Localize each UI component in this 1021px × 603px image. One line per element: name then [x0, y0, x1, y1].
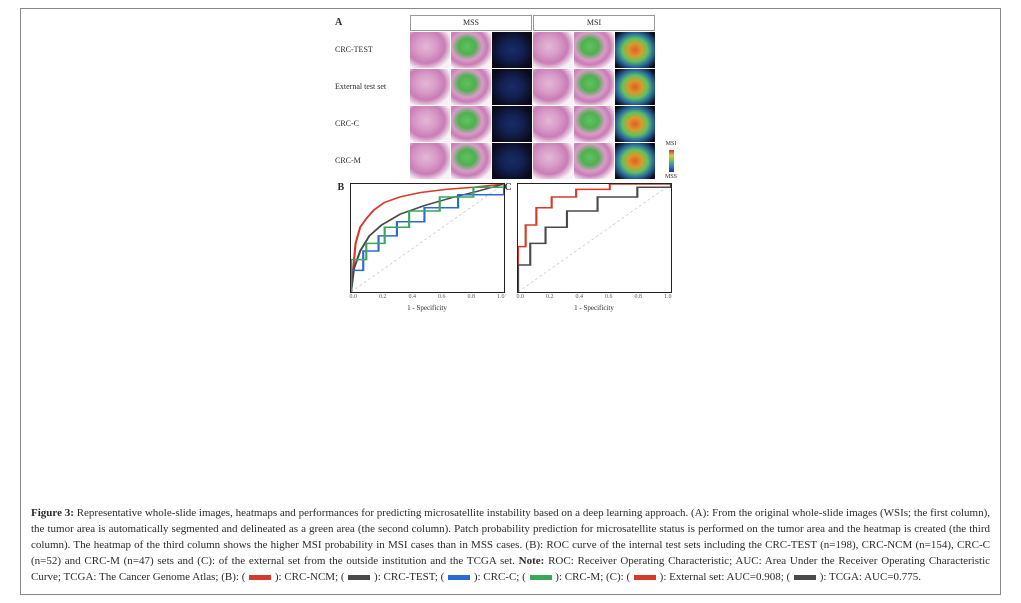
legend-swatch [448, 575, 470, 580]
legend-swatch [794, 575, 816, 580]
legend-swatch [634, 575, 656, 580]
wsi-thumb [492, 32, 532, 68]
figure-label: Figure 3: [31, 507, 74, 519]
roc-c-xlabel: 1 - Specificity [517, 303, 672, 313]
wsi-thumb [533, 32, 573, 68]
heatmap-legend-cell: MSI MSS [656, 140, 686, 181]
legend-text: ): CRC-NCM; ( [272, 571, 347, 583]
tick: 1.0 [664, 293, 672, 302]
legend-text: ): External set: AUC=0.908; ( [657, 571, 793, 583]
roc-b [350, 183, 505, 293]
header-mss: MSS [410, 15, 532, 31]
tick: 0.6 [438, 293, 446, 302]
wsi-thumb [533, 143, 573, 179]
legend-text: ): TCGA: AUC=0.775. [817, 571, 921, 583]
wsi-thumb [533, 106, 573, 142]
wsi-thumb [574, 143, 614, 179]
header-msi: MSI [533, 15, 655, 31]
legend-swatch [348, 575, 370, 580]
wsi-thumb [410, 106, 450, 142]
legend-text: ): CRC-C; ( [471, 571, 528, 583]
roc-b-diagonal [351, 184, 504, 292]
tick: 0.0 [517, 293, 525, 302]
panel-b: B 0.00.20.40.60.81.0 1 - Specificity [350, 183, 505, 313]
tick: 1.0 [497, 293, 505, 302]
wsi-thumb [410, 143, 450, 179]
panel-c-label: C [505, 181, 512, 196]
row-label: CRC-C [335, 118, 409, 130]
panel-a-label: A [335, 17, 342, 28]
figure-container: A MSS MSI CRC-TEST External test set CRC-C… [20, 8, 1001, 595]
roc-c-diagonal [518, 184, 671, 292]
roc-c-xticks: 0.0 0.2 0.4 0.6 0.8 1.0 [517, 293, 672, 302]
panel-a-wrapper: A MSS MSI CRC-TEST External test set CRC-C… [335, 15, 686, 179]
caption-note-label: Note: [519, 555, 545, 567]
tick: 0.6 [605, 293, 613, 302]
wsi-thumb [410, 69, 450, 105]
tick: 0.4 [576, 293, 584, 302]
wsi-thumb [615, 143, 655, 179]
tick: 0.4 [409, 293, 417, 302]
roc-c [517, 183, 672, 293]
caption-legend-inline: ): CRC-NCM; ( ): CRC-TEST; ( ): CRC-C; (… [248, 571, 921, 583]
wsi-thumb [492, 69, 532, 105]
legend-text: ): CRC-TEST; ( [371, 571, 447, 583]
tick: 0.8 [635, 293, 643, 302]
panel-a-label-cell: A [335, 15, 409, 31]
legend-swatch [530, 575, 552, 580]
legend-colorbar [669, 150, 674, 172]
roc-b-xticks: 0.0 0.2 0.4 0.6 0.8 1.0 [350, 293, 505, 302]
roc-b-xlabel: 1 - Specificity [350, 303, 505, 313]
wsi-thumb [615, 69, 655, 105]
legend-msi: MSI [666, 140, 677, 149]
wsi-thumb [492, 106, 532, 142]
wsi-thumb [533, 69, 573, 105]
row-label: CRC-TEST [335, 44, 409, 56]
tick: 0.2 [546, 293, 554, 302]
wsi-thumb [492, 143, 532, 179]
panel-a-grid: CRC-TESTExternal test setCRC-CCRC-MMSIMS… [335, 32, 686, 179]
legend-mss: MSS [665, 173, 677, 182]
panel-b-label: B [338, 181, 345, 196]
tick: 0.8 [468, 293, 476, 302]
legend-text: ): CRC-M; (C): ( [553, 571, 633, 583]
wsi-thumb [574, 69, 614, 105]
roc-c-svg [518, 184, 671, 292]
wsi-thumb [574, 32, 614, 68]
wsi-thumb [451, 106, 491, 142]
wsi-thumb [451, 32, 491, 68]
legend-swatch [249, 575, 271, 580]
tick: 0.0 [350, 293, 358, 302]
wsi-thumb [451, 69, 491, 105]
wsi-thumb [574, 106, 614, 142]
figure-imagery: A MSS MSI CRC-TEST External test set CRC-C… [31, 15, 990, 500]
row-label: External test set [335, 81, 409, 93]
wsi-thumb [615, 32, 655, 68]
row-label: CRC-M [335, 155, 409, 167]
panel-c: C 0.00.20.40.60.81.0 1 - Specificity [517, 183, 672, 313]
tick: 0.2 [379, 293, 387, 302]
panel-bc: B 0.00.20.40.60.81.0 1 - Specificity C 0… [350, 183, 672, 313]
wsi-thumb [615, 106, 655, 142]
panel-a-header: A MSS MSI [335, 15, 686, 31]
roc-b-svg [351, 184, 504, 292]
figure-caption: Figure 3: Representative whole-slide ima… [31, 506, 990, 586]
wsi-thumb [451, 143, 491, 179]
wsi-thumb [410, 32, 450, 68]
